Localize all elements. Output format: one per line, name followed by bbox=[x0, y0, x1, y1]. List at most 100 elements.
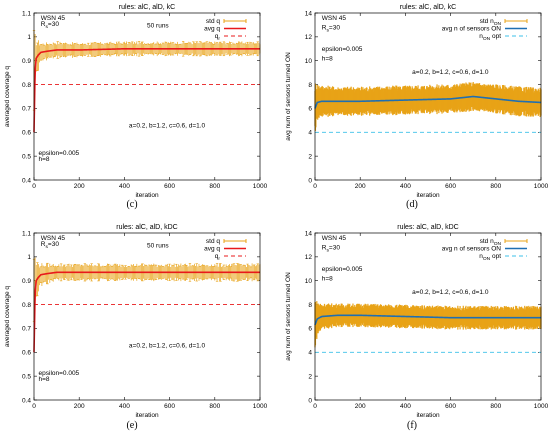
annotation: WSN 45 bbox=[41, 235, 66, 242]
legend-label: avg n of sensors ON bbox=[442, 26, 502, 33]
series-avg-q bbox=[33, 271, 260, 353]
annotation: epsilon=0.005 bbox=[322, 46, 363, 53]
legend-label: avg q bbox=[204, 26, 220, 33]
annotation: h=8 bbox=[322, 56, 333, 63]
annotation: 50 runs bbox=[147, 22, 169, 29]
plot-frame bbox=[314, 12, 542, 181]
annotation: WSN 45 bbox=[322, 235, 347, 242]
legend-label: nON opt bbox=[479, 253, 501, 262]
annotation: epsilon=0.005 bbox=[39, 370, 80, 377]
y-tick-label: 14 bbox=[305, 230, 313, 237]
x-tick-label: 800 bbox=[209, 403, 220, 410]
x-tick-label: 200 bbox=[355, 183, 366, 190]
series-avg-n-of-sensors-on bbox=[314, 95, 542, 109]
x-tick-label: 800 bbox=[209, 183, 220, 190]
annotation: h=8 bbox=[322, 276, 333, 283]
x-tick-label: 600 bbox=[445, 183, 456, 190]
x-tick-label: 1000 bbox=[534, 183, 549, 190]
y-tick-label: 10 bbox=[305, 58, 313, 65]
panel-e-caption: (e) bbox=[126, 420, 138, 431]
chart-title: rules: alC, alD, kDC bbox=[397, 224, 458, 231]
x-tick-label: 0 bbox=[32, 403, 36, 410]
annotation: Rs=30 bbox=[41, 241, 60, 250]
annotation: a=0.2, b=1.2, c=0.6, d=1.0 bbox=[412, 289, 489, 296]
y-tick-label: 0 bbox=[308, 397, 312, 404]
y-tick-label: 2 bbox=[308, 153, 312, 160]
legend-label: nON opt bbox=[479, 33, 501, 42]
legend-label: std nON bbox=[480, 238, 502, 247]
annotation: h=8 bbox=[39, 376, 50, 383]
x-tick-label: 400 bbox=[119, 403, 130, 410]
x-axis-label: iteration bbox=[416, 192, 440, 199]
y-tick-label: 4 bbox=[308, 130, 312, 137]
chart-panel-c: rules: alC, alD, kC iteration averaged cov… bbox=[4, 4, 268, 199]
y-tick-label: 0.5 bbox=[22, 373, 31, 380]
annotation: a=0.2, b=1.2, c=0.6, d=1.0 bbox=[129, 343, 206, 350]
series-avg-n-of-sensors-on bbox=[314, 314, 541, 326]
annotation: epsilon=0.005 bbox=[322, 266, 363, 273]
y-tick-label: 0.6 bbox=[22, 130, 31, 137]
x-tick-label: 200 bbox=[355, 403, 366, 410]
y-tick-label: 0.5 bbox=[22, 153, 31, 160]
x-tick-label: 200 bbox=[74, 183, 85, 190]
chart-title: rules: alC, alD, kC bbox=[119, 4, 175, 11]
annotation: h=8 bbox=[39, 156, 50, 163]
y-tick-label: 2 bbox=[308, 373, 312, 380]
annotation: WSN 45 bbox=[41, 15, 66, 22]
y-tick-label: 6 bbox=[308, 326, 312, 333]
annotation: a=0.2, b=1.2, c=0.6, d=1.0 bbox=[412, 69, 489, 76]
y-tick-label: 4 bbox=[308, 350, 312, 357]
annotation: 50 runs bbox=[147, 242, 169, 249]
x-tick-label: 200 bbox=[74, 403, 85, 410]
x-axis-label: iteration bbox=[416, 412, 440, 419]
y-axis-label: avg num of sensors turned ON bbox=[285, 272, 292, 361]
y-tick-label: 12 bbox=[305, 34, 313, 41]
x-tick-label: 600 bbox=[445, 403, 456, 410]
x-tick-label: 600 bbox=[164, 183, 175, 190]
y-tick-label: 1 bbox=[27, 254, 31, 261]
y-tick-label: 14 bbox=[305, 10, 313, 17]
annotation: Rs=30 bbox=[41, 21, 60, 30]
y-tick-label: 0.4 bbox=[22, 397, 31, 404]
y-tick-label: 12 bbox=[305, 254, 313, 261]
chart-panel-d: rules: alC, alD, kC iteration avg num of s… bbox=[285, 4, 549, 199]
y-tick-label: 10 bbox=[305, 278, 313, 285]
series-avg-q bbox=[33, 47, 260, 133]
x-tick-label: 0 bbox=[313, 403, 317, 410]
legend-label: std nON bbox=[480, 18, 502, 27]
legend-label: avg q bbox=[204, 246, 220, 253]
chart-panel-e: rules: alC, alD, kDC iteration averaged co… bbox=[4, 224, 268, 419]
x-tick-label: 1000 bbox=[534, 403, 549, 410]
annotation: a=0.2, b=1.2, c=0.6, d=1.0 bbox=[129, 123, 206, 130]
x-axis-label: iteration bbox=[135, 412, 159, 419]
y-tick-label: 0.8 bbox=[22, 82, 31, 89]
y-tick-label: 0.9 bbox=[22, 278, 31, 285]
plot-frame bbox=[33, 12, 261, 181]
x-tick-label: 800 bbox=[490, 403, 501, 410]
annotation: WSN 45 bbox=[322, 15, 347, 22]
y-tick-label: 1.1 bbox=[22, 230, 31, 237]
x-tick-label: 400 bbox=[400, 183, 411, 190]
chart-panel-f: rules: alC, alD, kDC iteration avg num of … bbox=[285, 224, 549, 419]
legend-label: qr bbox=[215, 253, 221, 262]
series-std-n-on bbox=[314, 301, 542, 348]
y-tick-label: 0 bbox=[308, 177, 312, 184]
panel-c-caption: (c) bbox=[126, 199, 138, 210]
series-std-n-on bbox=[314, 82, 542, 131]
x-tick-label: 800 bbox=[490, 183, 501, 190]
chart-title: rules: alC, alD, kDC bbox=[116, 224, 177, 231]
legend-label: avg n of sensors ON bbox=[442, 246, 502, 253]
y-axis-label: avg num of sensors turned ON bbox=[285, 52, 292, 141]
y-tick-label: 6 bbox=[308, 106, 312, 113]
annotation: epsilon=0.005 bbox=[39, 150, 80, 157]
y-tick-label: 0.9 bbox=[22, 58, 31, 65]
legend-label: std q bbox=[206, 238, 220, 245]
y-tick-label: 0.7 bbox=[22, 326, 31, 333]
x-tick-label: 1000 bbox=[253, 183, 268, 190]
y-tick-label: 0.7 bbox=[22, 106, 31, 113]
panel-f-caption: (f) bbox=[407, 420, 417, 431]
series-std-q bbox=[32, 257, 261, 322]
